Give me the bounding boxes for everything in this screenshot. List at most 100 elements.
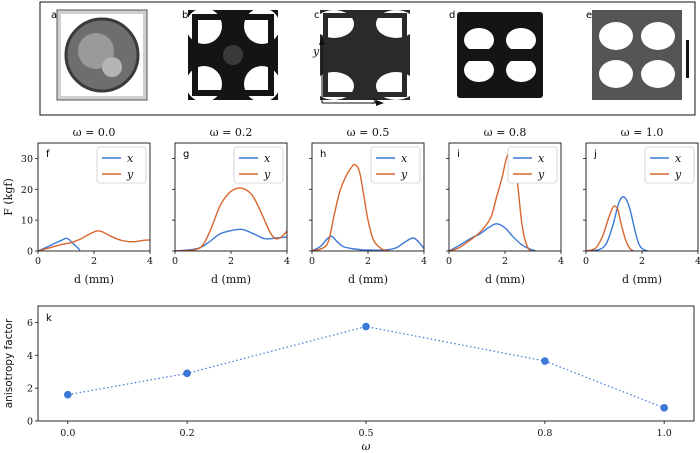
xlabel-f: d (mm) [74, 273, 114, 286]
series-h-x [312, 235, 424, 251]
legend-g [233, 146, 284, 184]
series-h-y [312, 163, 391, 251]
k-ylabel: anisotropy factor [3, 318, 15, 408]
legend-f [96, 146, 147, 184]
xtick-label: 2 [228, 256, 234, 267]
panel-f: ω = 0.0 0 2 4 0 10 20 30 f xy d (mm) [21, 126, 153, 286]
panel-title-j: ω = 1.0 [621, 126, 664, 139]
photo-strip-frame [39, 1, 696, 116]
xtick-label: 0 [446, 256, 452, 267]
series-i-y [449, 149, 531, 251]
k-ytick-label: 0 [27, 417, 33, 428]
panel-h: ω = 0.5 0 2 4 h xy d (mm) [309, 126, 427, 286]
legend-label-y: y [263, 168, 271, 181]
legend-label-x: x [264, 152, 271, 165]
photo-strip: a b y x c d e [51, 8, 689, 107]
xtick-label: 4 [558, 256, 564, 267]
k-ytick-label: 6 [27, 318, 33, 329]
legend-label-y: y [400, 168, 408, 181]
k-point [362, 322, 370, 331]
scale-bar [686, 40, 689, 78]
xtick-label: 0 [172, 256, 178, 267]
panel-letter-j: j [593, 149, 597, 160]
photo-label-b: b [182, 10, 188, 21]
k-point [541, 357, 549, 365]
xtick-label: 2 [365, 256, 371, 267]
k-xtick-label: 0.8 [537, 428, 552, 439]
k-xtick-label: 0.2 [180, 428, 195, 439]
panel-title-h: ω = 0.5 [347, 126, 390, 139]
k-point [64, 390, 72, 399]
photo-c: y x c [312, 10, 416, 107]
ytick-label: 0 [27, 247, 33, 258]
photo-e: e [586, 10, 689, 100]
xtick-label: 4 [695, 256, 700, 267]
series-g-x [175, 228, 287, 251]
legend-label-x: x [538, 152, 545, 165]
ytick-label: 30 [21, 154, 33, 165]
series-g-y [175, 187, 287, 251]
series-f-y [38, 230, 150, 251]
force-ylabel: F (kgf) [2, 178, 15, 216]
k-xtick-label: 1.0 [657, 428, 672, 439]
legend-label-x: x [127, 152, 134, 165]
photo-d: d [449, 10, 545, 100]
series-j-x [586, 196, 648, 251]
series-j-y [586, 205, 635, 251]
legend-label-x: x [401, 152, 408, 165]
legend-label-y: y [537, 168, 545, 181]
xlabel-g: d (mm) [211, 273, 251, 286]
xtick-label: 2 [91, 256, 97, 267]
xtick-label: 0 [309, 256, 315, 267]
k-ytick-label: 4 [27, 351, 33, 362]
legend-i [507, 146, 558, 184]
photo-label-d: d [449, 10, 455, 21]
legend-j [644, 146, 695, 184]
legend-label-y: y [126, 168, 134, 181]
k-xlabel: ω [362, 440, 371, 453]
panel-title-f: ω = 0.0 [73, 126, 116, 139]
panel-i: ω = 0.8 0 2 4 i xy d (mm) [446, 126, 564, 286]
xlabel-j: d (mm) [622, 273, 662, 286]
k-point [183, 369, 191, 378]
photo-b: b [182, 8, 280, 102]
xtick-label: 2 [502, 256, 508, 267]
k-trend-line [67, 325, 665, 409]
legend-label-y: y [674, 168, 682, 181]
xtick-label: 0 [583, 256, 589, 267]
xlabel-h: d (mm) [348, 273, 388, 286]
photo-label-c: c [314, 10, 320, 21]
panel-letter-g: g [183, 149, 189, 160]
legend-label-x: x [675, 152, 682, 165]
xtick-label: 4 [147, 256, 153, 267]
panel-title-i: ω = 0.8 [484, 126, 527, 139]
photo-a: a [51, 9, 148, 101]
photo-label-a: a [51, 10, 57, 21]
series-i-x [449, 223, 537, 251]
k-ytick-label: 2 [27, 384, 33, 395]
panel-letter-h: h [320, 149, 326, 160]
panel-title-g: ω = 0.2 [210, 126, 253, 139]
photo-c-axis-x: x [372, 94, 379, 107]
panel-letter-k: k [46, 313, 52, 324]
panel-j: ω = 1.0 0 2 4 j xy d (mm) [583, 126, 700, 286]
k-xtick-label: 0.5 [358, 428, 373, 439]
xlabel-i: d (mm) [485, 273, 525, 286]
ytick-label: 10 [21, 216, 33, 227]
anisotropy-panel: k 0.0 0.2 0.5 0.8 1.0 0 2 4 6 ω anisotropy factor [3, 305, 695, 453]
photo-label-e: e [586, 10, 592, 21]
xtick-label: 4 [284, 256, 290, 267]
panel-g: ω = 0.2 0 2 4 g xy d (mm) [172, 126, 290, 286]
legend-h [370, 146, 421, 184]
k-point [660, 404, 668, 412]
panel-letter-i: i [457, 149, 460, 160]
xtick-label: 4 [421, 256, 427, 267]
series-f-x [38, 237, 81, 251]
photo-c-axis-y: y [312, 45, 320, 58]
panel-letter-f: f [46, 149, 50, 160]
k-xtick-label: 0.0 [60, 428, 75, 439]
xtick-label: 0 [35, 256, 41, 267]
xtick-label: 2 [639, 256, 645, 267]
